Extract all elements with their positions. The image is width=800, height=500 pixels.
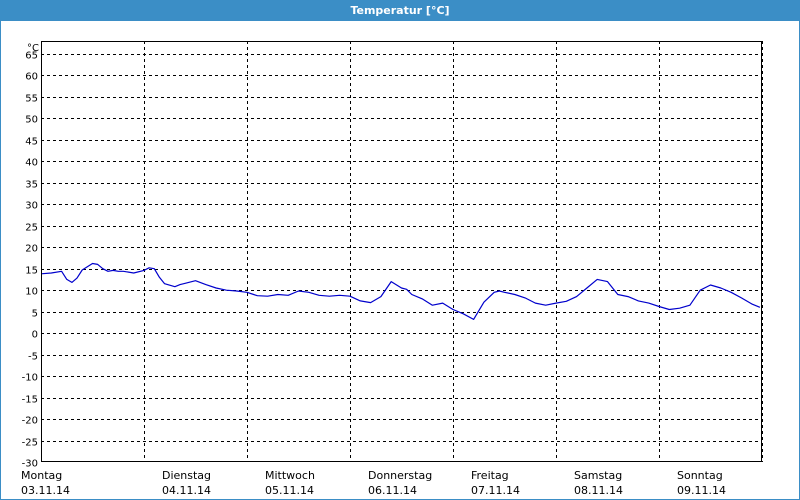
x-day-label: Freitag	[471, 469, 509, 482]
y-tick-label: 10	[25, 287, 38, 298]
temperature-line	[40, 262, 761, 320]
x-date-label: 09.11.14	[677, 484, 726, 497]
y-unit-label: °C	[27, 43, 39, 54]
y-tick-label: 25	[25, 223, 38, 234]
y-tick-label: -10	[22, 373, 38, 384]
x-day-label: Mittwoch	[265, 469, 315, 482]
y-tick-label: -15	[22, 395, 38, 406]
y-tick-label: -30	[22, 459, 38, 470]
y-tick-label: 5	[32, 309, 38, 320]
y-tick-label: 0	[32, 330, 38, 341]
y-tick-label: 65	[25, 51, 38, 62]
y-tick-label: 15	[25, 266, 38, 277]
x-date-label: 06.11.14	[368, 484, 417, 497]
x-date-label: 04.11.14	[162, 484, 211, 497]
x-date-label: 03.11.14	[21, 484, 70, 497]
y-tick-label: 60	[25, 72, 38, 83]
x-date-label: 05.11.14	[265, 484, 314, 497]
x-date-label: 08.11.14	[574, 484, 623, 497]
y-tick-label: -25	[22, 438, 38, 449]
y-tick-label: 50	[25, 115, 38, 126]
x-date-label: 07.11.14	[471, 484, 520, 497]
y-tick-label: 45	[25, 137, 38, 148]
series-layer	[40, 262, 761, 320]
x-axis-labels: Montag 03.11.14 Dienstag 04.11.14 Mittwoch 05…	[21, 469, 726, 497]
y-tick-label: -5	[28, 352, 38, 363]
x-day-label: Donnerstag	[368, 469, 432, 482]
y-tick-label: 40	[25, 158, 38, 169]
y-tick-label: 55	[25, 94, 38, 105]
x-day-label: Sonntag	[677, 469, 723, 482]
y-axis-ticks: °C65605550454035302520151050-5-10-15-20-…	[22, 43, 39, 470]
temperature-chart: °C65605550454035302520151050-5-10-15-20-…	[21, 41, 763, 497]
x-day-label: Dienstag	[162, 469, 211, 482]
y-tick-label: 20	[25, 244, 38, 255]
x-day-label: Montag	[21, 469, 62, 482]
y-tick-label: 35	[25, 180, 38, 191]
grid	[41, 41, 763, 462]
y-tick-label: 30	[25, 201, 38, 212]
x-day-label: Samstag	[574, 469, 622, 482]
window-title: Temperatur [°C]	[1, 1, 799, 21]
plot-area	[41, 41, 762, 462]
y-tick-label: -20	[22, 416, 38, 427]
